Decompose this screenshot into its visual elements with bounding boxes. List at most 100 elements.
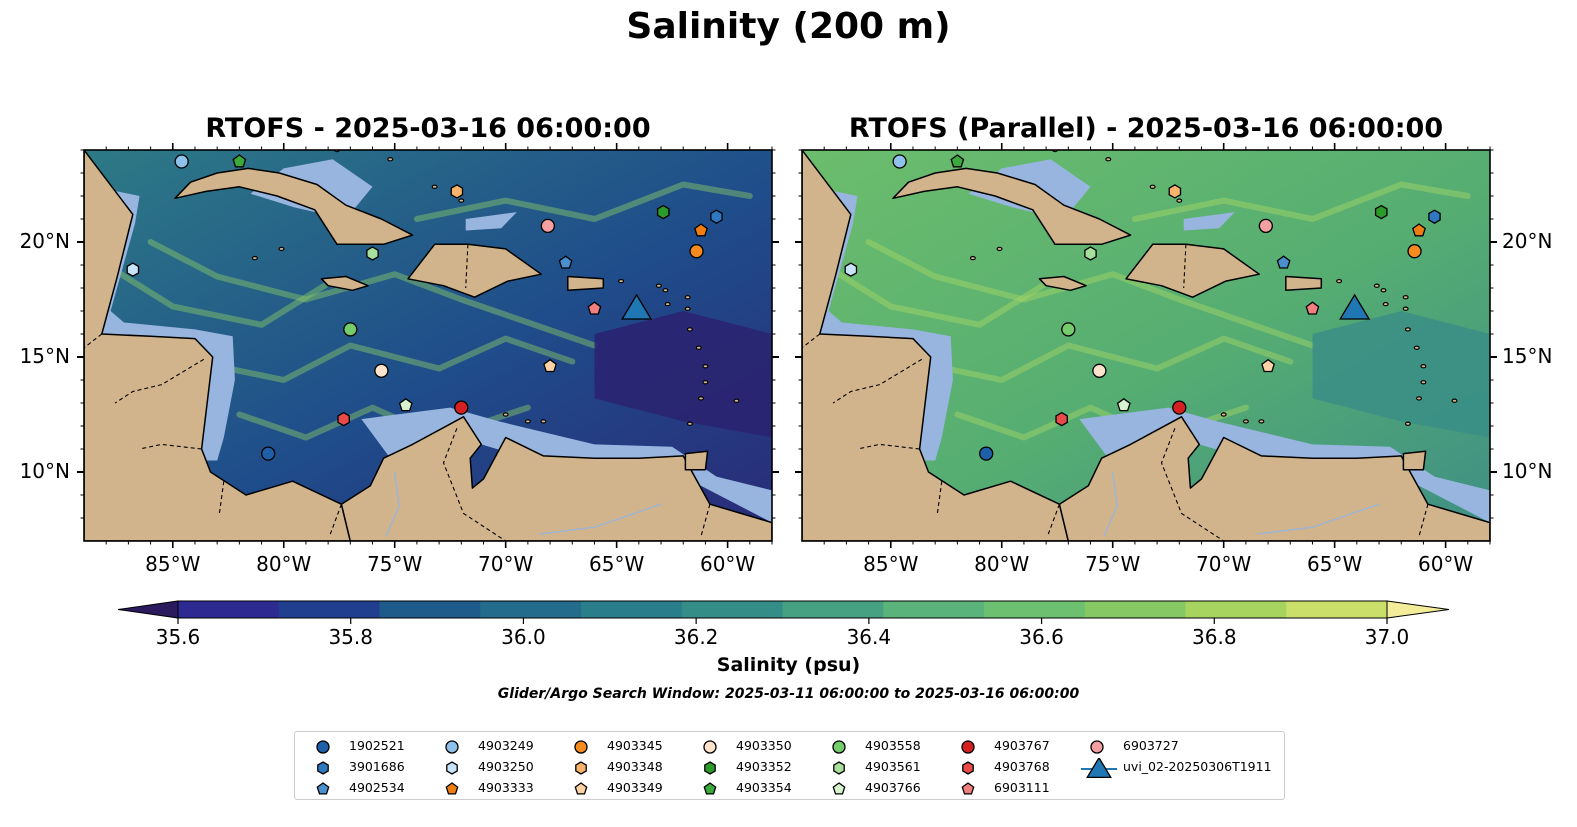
small-island [431, 184, 438, 189]
legend: 1902521 3901686 4902534 4903249 4903250 49033… [294, 731, 1285, 800]
float-marker-4903249 [174, 154, 189, 169]
lon-tick-label: 85°W [145, 552, 201, 576]
river [538, 503, 662, 535]
legend-label: 4903352 [736, 759, 792, 774]
small-island [458, 198, 465, 203]
small-island [524, 419, 531, 424]
small-island [502, 412, 509, 417]
float-marker-4903766 [398, 397, 413, 412]
salinity-filament [103, 262, 332, 328]
colorbar-tick-label: 36.8 [1192, 625, 1237, 649]
small-island [1105, 156, 1112, 162]
small-island [1258, 419, 1265, 424]
small-island [996, 246, 1003, 252]
float-marker-1902521 [261, 446, 276, 461]
legend-label: uvi_02-20250306T1911 [1123, 759, 1272, 774]
float-marker-4903561 [1084, 246, 1097, 261]
small-island [1420, 380, 1427, 385]
small-island [697, 396, 704, 401]
small-island [686, 327, 693, 332]
low-salinity-region [1312, 311, 1490, 438]
land-puertorico [1285, 275, 1323, 292]
legend-label: 4903345 [607, 738, 663, 753]
pentagon-marker-icon [445, 782, 459, 795]
circle-icon [445, 740, 459, 754]
country-border [442, 428, 507, 541]
continental-shelf [1183, 212, 1235, 231]
hexagon-icon [704, 761, 716, 775]
small-island [662, 288, 669, 293]
hexagon-marker-icon [833, 761, 845, 775]
float-marker-4903767 [1172, 400, 1187, 415]
float-marker-4903561 [366, 246, 379, 261]
float-marker-uvi_02-20250306T1911 [1339, 293, 1371, 320]
pentagon-icon [703, 782, 717, 795]
legend-label: 4903250 [478, 759, 534, 774]
land-jamaica [1038, 275, 1087, 292]
country-border [329, 504, 342, 535]
colorbar-segment [480, 601, 582, 618]
legend-label: 4903558 [865, 738, 921, 753]
pentagon-icon [832, 782, 846, 795]
float-marker-4903345 [689, 244, 704, 259]
lon-tick-label: 70°W [1196, 552, 1252, 576]
circle-marker-icon [961, 740, 975, 754]
country-border [700, 504, 711, 537]
lon-tick-label: 75°W [1085, 552, 1141, 576]
small-island [1404, 421, 1411, 426]
hexagon-marker-icon [962, 761, 974, 775]
small-island [1176, 198, 1183, 203]
pentagon-marker-icon [832, 782, 846, 795]
colorbar-tick-label: 36.6 [1019, 625, 1064, 649]
float-marker-4903350 [374, 363, 389, 378]
small-island [655, 283, 662, 288]
lon-tick-label: 70°W [478, 552, 534, 576]
figure-title: Salinity (200 m) [626, 6, 951, 47]
small-island [1242, 419, 1249, 424]
country-border [114, 358, 205, 404]
colorbar-tick-label: 36.2 [673, 625, 719, 649]
lon-tick-label: 60°W [1417, 552, 1474, 576]
lon-tick-label: 80°W [974, 552, 1030, 576]
colorbar-segment [1286, 601, 1388, 618]
salinity-filament [169, 335, 576, 383]
small-island [1402, 295, 1409, 300]
float-marker-4903333 [694, 223, 708, 237]
country-border [1418, 504, 1429, 537]
hexagon-icon [962, 761, 974, 775]
left-panel-title: RTOFS - 2025-03-16 06:00:00 [205, 113, 651, 144]
small-island [1451, 398, 1458, 403]
float-marker-6903727 [540, 218, 555, 234]
lat-tick-label: 20°N [1502, 229, 1553, 253]
small-island [702, 364, 709, 369]
land-trinidad [1402, 450, 1427, 471]
float-marker-4903348 [450, 184, 464, 199]
lat-tick-label: 15°N [1502, 344, 1553, 368]
float-marker-4903558 [343, 322, 358, 337]
land-trinidad [684, 450, 709, 471]
hexagon-marker-icon [575, 761, 587, 775]
colorbar-segment [681, 601, 783, 618]
float-marker-4903350 [1092, 363, 1107, 378]
small-island [702, 380, 709, 385]
legend-label: 3901686 [349, 759, 405, 774]
legend-label: 6903727 [1123, 738, 1179, 753]
lat-tick-label: 10°N [1502, 459, 1553, 483]
float-marker-4903349 [543, 358, 557, 373]
map-right [802, 150, 1490, 541]
pentagon-marker-icon [574, 782, 588, 795]
lon-tick-label: 65°W [589, 552, 645, 576]
small-island [1420, 364, 1427, 369]
hexagon-icon [446, 761, 458, 775]
pentagon-icon [961, 782, 975, 795]
small-island [1402, 306, 1409, 311]
salinity-filament [147, 239, 598, 349]
search-window-note: Glider/Argo Search Window: 2025-03-11 06… [497, 686, 1080, 702]
colorbar-tick-label: 36.0 [501, 625, 546, 649]
float-marker-4903345 [1407, 244, 1422, 259]
land-puertorico [567, 275, 605, 292]
triangle-marker-icon [1081, 758, 1117, 778]
float-marker-4903249 [892, 154, 907, 169]
float-marker-6903111 [587, 301, 602, 315]
small-island [1413, 345, 1420, 350]
